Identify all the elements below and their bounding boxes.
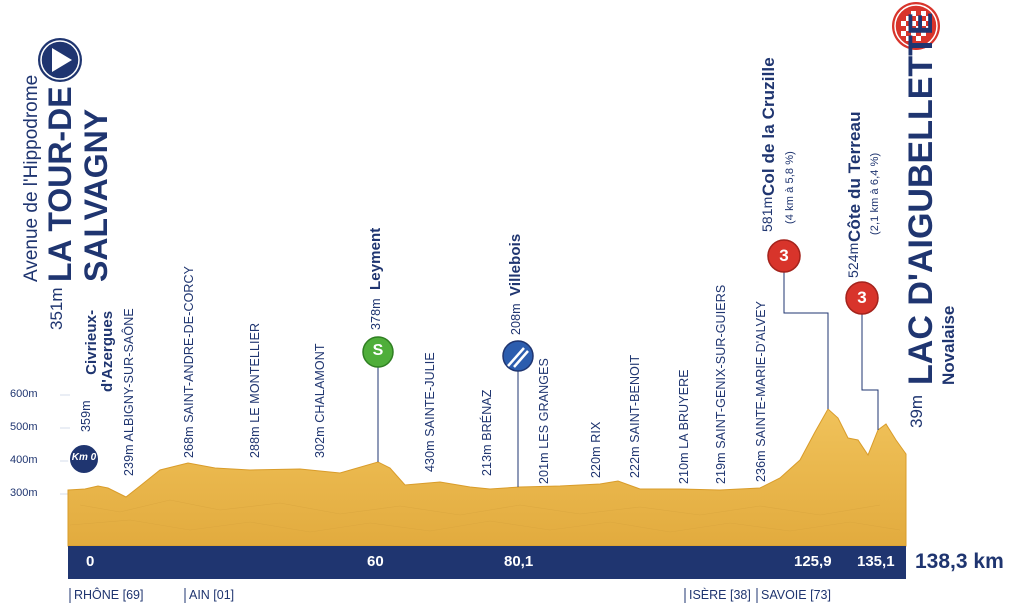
checker-square: [911, 21, 916, 26]
climb-badge-icon: [845, 281, 879, 315]
place-label: 268m SAINT-ANDRE-DE-CORCY: [182, 265, 196, 458]
elevation-axis-label: 500m: [10, 421, 38, 433]
climb-badge-icon: [767, 239, 801, 273]
km0-badge-label: Km 0: [71, 452, 97, 463]
finish-town: LAC D'AIGUBELLETTE: [902, 12, 940, 385]
km0-badge-circle: [68, 443, 100, 475]
place-label: 210m LA BRUYERE: [677, 369, 691, 484]
profile-area: [67, 408, 907, 547]
finish-subtitle: Novalaise: [939, 305, 958, 385]
start-play-icon: [38, 38, 82, 82]
place-label: 222m SAINT-BENOIT: [628, 354, 642, 478]
km-marker: 0: [86, 553, 95, 570]
checker-square: [901, 31, 906, 36]
place-label: 378m: [369, 298, 383, 330]
climb-name: Côte du Terreau: [845, 111, 864, 242]
distance-bar: [68, 546, 906, 579]
place-label: 201m LES GRANGES: [537, 358, 551, 484]
marker-lines: [377, 272, 879, 487]
place-label: 236m SAINTE-MARIE-D'ALVEY: [754, 300, 768, 482]
start-town-line2: SALVAGNY: [78, 108, 114, 282]
place-name: Villebois: [507, 233, 524, 296]
start-town-line1: LA TOUR-DE: [42, 86, 78, 282]
place-label: 213m BRÉNAZ: [480, 389, 494, 476]
region-label: ISÈRE [38]: [689, 588, 751, 602]
climb-detail: (2,1 km à 6,4 %): [869, 152, 881, 235]
checker-square: [916, 16, 921, 21]
climb-elevation: 581m: [759, 196, 775, 232]
place-label: 239m ALBIGNY-SUR-SAÔNE: [122, 308, 136, 476]
place-label: 220m RIX: [589, 421, 603, 478]
finish-checkered-icon: [892, 2, 940, 50]
place-label: 430m SAINTE-JULIE: [423, 352, 437, 472]
start-street: Avenue de l'Hippodrome: [21, 74, 42, 282]
checker-square: [921, 11, 926, 16]
place-label: 288m LE MONTELLIER: [248, 322, 262, 458]
checker-square: [921, 21, 926, 26]
place-label: 359m: [79, 400, 93, 432]
km-marker: 125,9: [794, 553, 832, 570]
km-marker: 60: [367, 553, 384, 570]
checker-square: [916, 36, 921, 41]
elevation-gridlines: [60, 394, 70, 495]
climb-badge-label: 3: [779, 246, 789, 265]
feed-zone-icon: [502, 340, 534, 372]
checker-square: [921, 31, 926, 36]
checker-square: [926, 26, 931, 31]
climb-detail: (4 km à 5,8 %): [784, 151, 796, 224]
climb-elevation: 524m: [845, 242, 861, 278]
elevation-axis-label: 400m: [10, 454, 38, 466]
place-label: 219m SAINT-GENIX-SUR-GUIERS: [714, 284, 728, 484]
checker-square: [906, 26, 911, 31]
checker-square: [901, 21, 906, 26]
checker-square: [906, 36, 911, 41]
place-label: 302m CHALAMONT: [313, 343, 327, 458]
checker-square: [911, 31, 916, 36]
km-marker: 80,1: [504, 553, 534, 570]
elevation-axis-label: 600m: [10, 388, 38, 400]
km-marker: 135,1: [857, 553, 895, 570]
climb-badge-label: 3: [857, 288, 867, 307]
region-label: AIN [01]: [189, 588, 235, 602]
elevation-axis-label: 300m: [10, 487, 38, 499]
checker-square: [926, 16, 931, 21]
region-label: SAVOIE [73]: [761, 588, 831, 602]
checker-square: [916, 26, 921, 31]
place-label: 208m: [509, 303, 523, 335]
place-name: Leyment: [367, 227, 384, 290]
sprint-badge-icon: [362, 336, 394, 368]
finish-elevation: 39m: [907, 394, 926, 428]
climb-name: Col de la Cruzille: [759, 57, 778, 196]
region-separators: [69, 588, 758, 603]
place-name: Civrieux- d'Azergues: [82, 309, 116, 392]
checker-square: [911, 11, 916, 16]
profile-texture: [69, 499, 901, 533]
start-elevation: 351m: [47, 287, 66, 330]
total-distance: 138,3 km: [915, 550, 1004, 573]
checker-square: [906, 16, 911, 21]
region-label: RHÔNE [69]: [74, 588, 144, 602]
sprint-badge-label: S: [372, 342, 384, 359]
